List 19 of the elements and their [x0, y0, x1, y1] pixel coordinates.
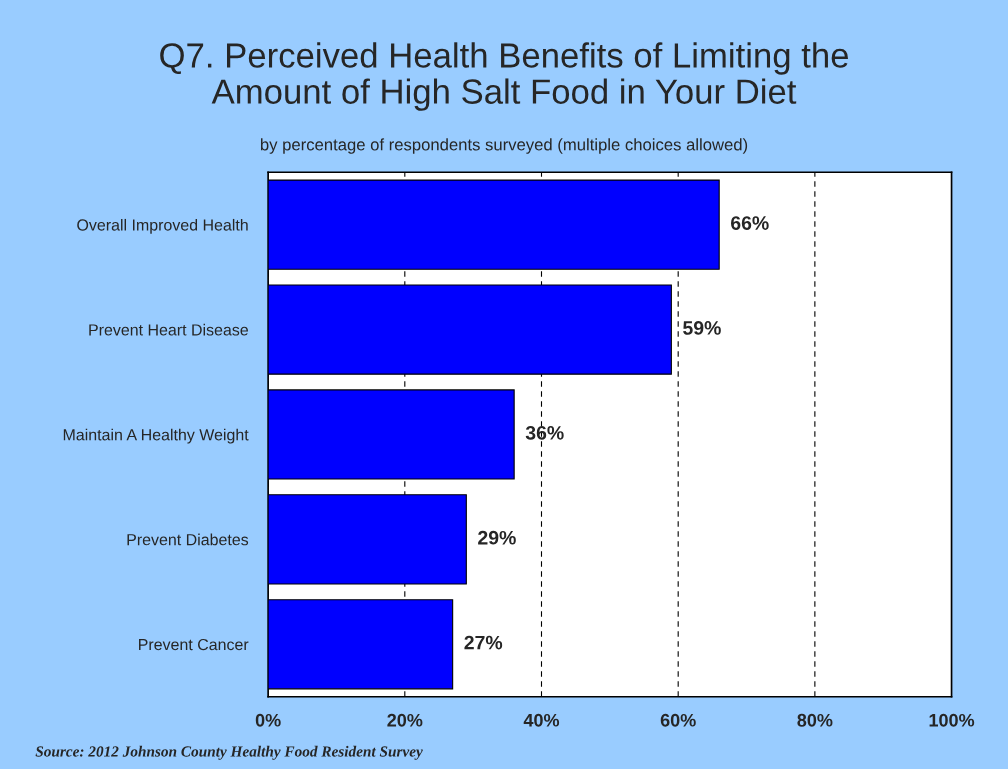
y-tick-label: Maintain A Healthy Weight: [63, 428, 249, 444]
data-label: 66%: [731, 216, 769, 230]
y-tick-label: Overall Improved Health: [77, 218, 248, 234]
source-note: Source: 2012 Johnson County Healthy Food Resident Survey: [35, 745, 423, 760]
x-tick-label: 80%: [797, 713, 833, 727]
data-label: 27%: [464, 635, 503, 650]
data-label: 29%: [478, 530, 516, 545]
x-tick-label: 20%: [387, 713, 423, 727]
x-tick-label: 40%: [523, 713, 560, 727]
chart-title: Q7. Perceived Health Benefits of Limiting the Amount of High Salt Food in Your Diet: [160, 42, 848, 111]
x-tick-label: 0%: [255, 713, 281, 727]
chart-subtitle: by percentage of respondents surveyed (multiple choices allowed): [260, 138, 748, 154]
x-tick-label: 60%: [660, 713, 696, 727]
y-tick-label: Prevent Diabetes: [127, 533, 249, 546]
x-tick-label: 100%: [929, 713, 975, 727]
data-label: 36%: [525, 425, 564, 440]
data-label: 59%: [683, 321, 721, 335]
y-tick-label: Prevent Heart Disease: [89, 323, 248, 336]
y-tick-label: Prevent Cancer: [139, 638, 249, 651]
